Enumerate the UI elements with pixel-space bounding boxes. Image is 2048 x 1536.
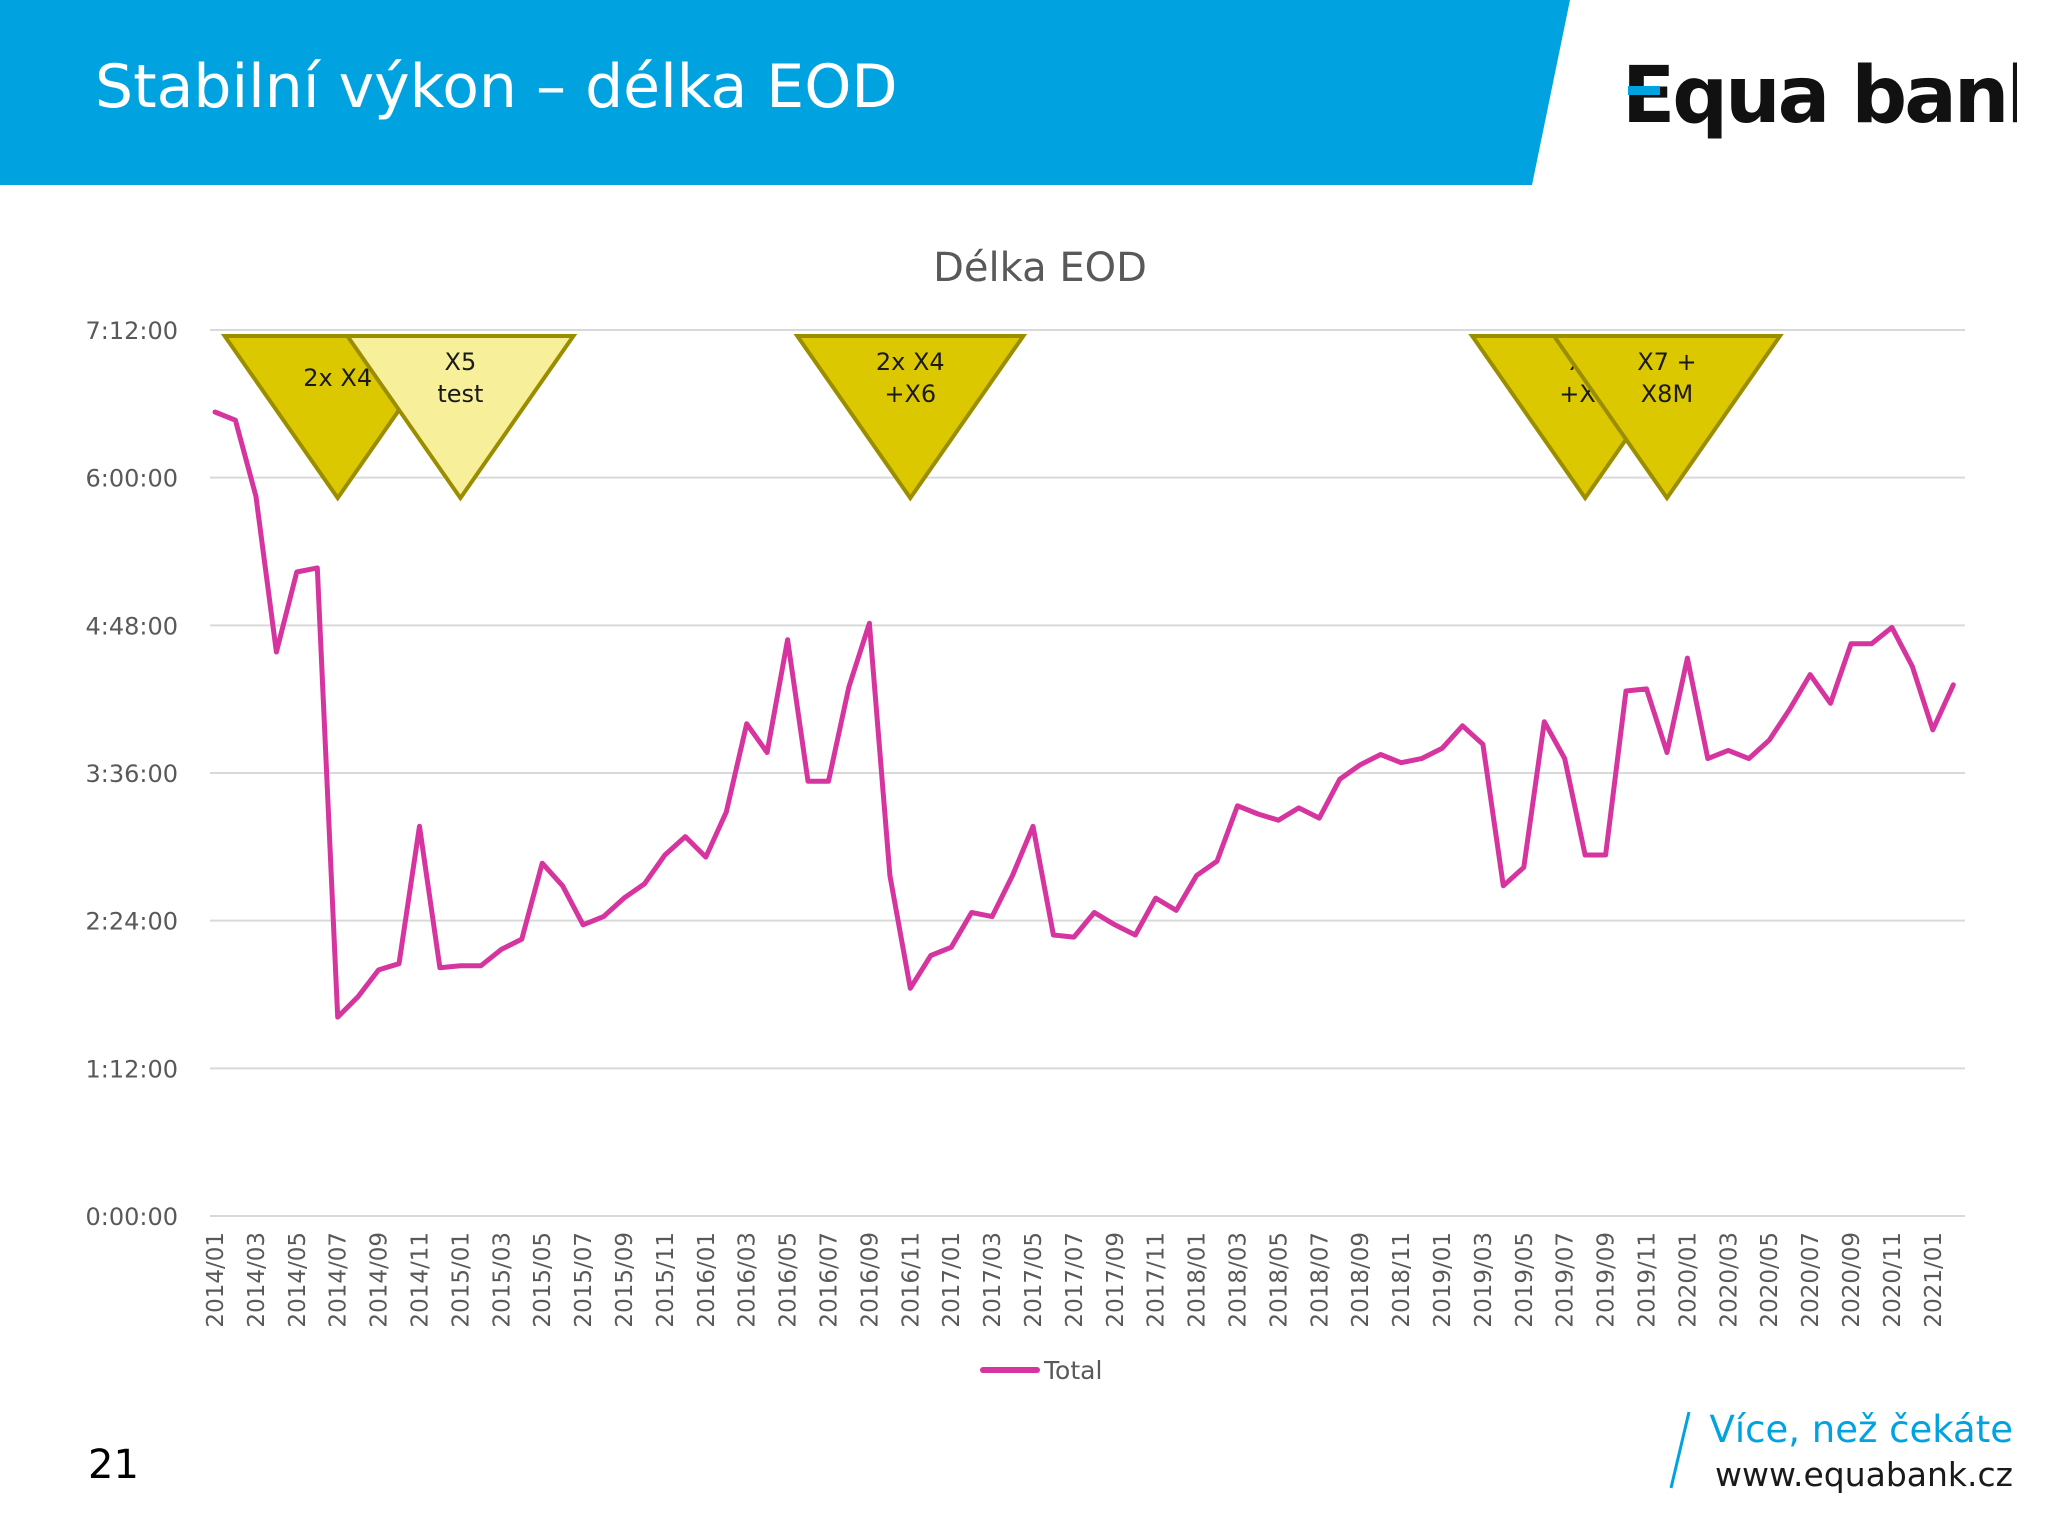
x-tick-label: 2018/11: [1389, 1232, 1415, 1328]
x-tick-label: 2017/09: [1103, 1232, 1129, 1328]
x-tick-label: 2015/05: [530, 1232, 556, 1328]
annotation-label: X8M: [1641, 380, 1693, 408]
x-tick-label: 2015/07: [571, 1232, 597, 1328]
x-tick-label: 2017/07: [1062, 1232, 1088, 1328]
annotation-label: 2x X4: [876, 348, 945, 376]
y-tick-label: 4:48:00: [85, 612, 178, 640]
svg-text:Equa bank: Equa bank: [1622, 51, 2017, 141]
x-tick-label: 2019/09: [1594, 1232, 1620, 1328]
y-tick-label: 3:36:00: [85, 760, 178, 788]
x-tick-label: 2014/01: [203, 1232, 229, 1328]
x-tick-label: 2015/11: [653, 1232, 679, 1328]
x-tick-label: 2018/01: [1185, 1232, 1211, 1328]
annotation-label: 2x X4: [303, 364, 372, 392]
x-tick-label: 2019/11: [1635, 1232, 1661, 1328]
x-tick-label: 2018/05: [1266, 1232, 1292, 1328]
x-tick-label: 2021/01: [1921, 1232, 1947, 1328]
annotation-triangle: [343, 334, 578, 502]
x-tick-label: 2014/05: [285, 1232, 311, 1328]
x-tick-label: 2016/07: [817, 1232, 843, 1328]
annotation-label: test: [437, 380, 483, 408]
x-tick-label: 2017/01: [939, 1232, 965, 1328]
x-tick-label: 2016/09: [857, 1232, 883, 1328]
annotation-label: X7 +: [1637, 348, 1696, 376]
x-tick-label: 2019/03: [1471, 1232, 1497, 1328]
x-tick-label: 2018/09: [1348, 1232, 1374, 1328]
x-tick-label: 2017/03: [980, 1232, 1006, 1328]
x-tick-label: 2015/03: [489, 1232, 515, 1328]
y-tick-label: 7:12:00: [85, 317, 178, 345]
x-tick-label: 2016/11: [898, 1232, 924, 1328]
x-tick-label: 2019/05: [1512, 1232, 1538, 1328]
y-tick-label: 6:00:00: [85, 465, 178, 493]
x-tick-label: 2020/03: [1716, 1232, 1742, 1328]
x-tick-label: 2014/03: [244, 1232, 270, 1328]
annotation-triangle: [793, 334, 1028, 502]
x-tick-label: 2020/05: [1757, 1232, 1783, 1328]
x-tick-label: 2016/05: [776, 1232, 802, 1328]
x-tick-label: 2019/07: [1553, 1232, 1579, 1328]
annotation-label: +X6: [884, 380, 936, 408]
footer-slash-icon: [1669, 1411, 1691, 1489]
footer-slogan: Více, než čekáte: [1709, 1408, 2013, 1451]
x-tick-label: 2016/03: [735, 1232, 761, 1328]
chart-title: Délka EOD: [933, 245, 1147, 291]
chart-legend: Total: [980, 1350, 1102, 1390]
series-lines: [212, 409, 1956, 1020]
x-tick-label: 2014/07: [326, 1232, 352, 1328]
x-tick-label: 2016/01: [694, 1232, 720, 1328]
page-number: 21: [88, 1442, 139, 1488]
legend-swatch-total: [980, 1367, 1040, 1373]
x-tick-label: 2015/09: [612, 1232, 638, 1328]
x-tick-label: 2020/11: [1880, 1232, 1906, 1328]
series-line-total: [212, 409, 1956, 1020]
y-tick-label: 1:12:00: [85, 1055, 178, 1083]
x-tick-label: 2014/11: [408, 1232, 434, 1328]
annotation-triangle: [1550, 334, 1784, 502]
footer-url: www.equabank.cz: [1715, 1455, 2013, 1494]
x-tick-label: 2018/07: [1307, 1232, 1333, 1328]
x-tick-label: 2014/09: [367, 1232, 393, 1328]
annotation-label: X5: [445, 348, 477, 376]
page-title: Stabilní výkon – délka EOD: [95, 52, 898, 122]
legend-label-total: Total: [1044, 1355, 1103, 1385]
logo-accent-icon: [1628, 86, 1660, 95]
header-band: [0, 0, 1570, 185]
x-axis-labels: 2014/01 2014/03 2014/05 2014/07 2014/09 2014/…: [203, 1232, 1947, 1328]
x-tick-label: 2020/09: [1839, 1232, 1865, 1328]
x-tick-label: 2020/01: [1675, 1232, 1701, 1328]
x-tick-label: 2015/01: [448, 1232, 474, 1328]
y-axis-labels: 0:00:00 1:12:00 2:24:00 3:36:00 4:48:00 6:00:…: [85, 317, 178, 1231]
x-tick-label: 2017/05: [1021, 1232, 1047, 1328]
x-tick-label: 2020/07: [1798, 1232, 1824, 1328]
x-tick-label: 2017/11: [1144, 1232, 1170, 1328]
x-tick-label: 2019/01: [1430, 1232, 1456, 1328]
equa-bank-logo: Equa bank: [1622, 51, 2017, 141]
y-tick-label: 2:24:00: [85, 908, 178, 936]
x-tick-label: 2018/03: [1226, 1232, 1252, 1328]
y-tick-label: 0:00:00: [85, 1203, 178, 1231]
